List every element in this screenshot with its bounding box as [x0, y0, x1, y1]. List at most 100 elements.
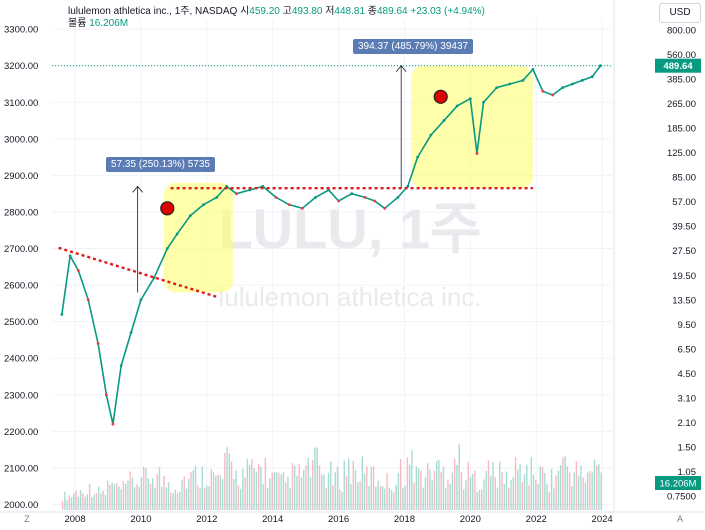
volume-bar: [97, 486, 100, 510]
volume-bar: [278, 472, 280, 510]
volume-bar: [496, 487, 499, 510]
volume-bar: [307, 457, 309, 510]
volume-bar: [248, 465, 251, 510]
price-line: [61, 65, 602, 425]
price-point: [215, 195, 219, 199]
volume-bar: [172, 493, 174, 510]
left-tick-label: 3200.00: [4, 61, 38, 72]
measure-label-2: 394.37 (485.79%) 39437: [353, 39, 474, 54]
price-point: [541, 89, 545, 93]
volume-bar: [185, 488, 188, 510]
price-point: [468, 97, 472, 101]
volume-bar: [465, 480, 467, 510]
volume-bar: [246, 458, 249, 510]
volume-bar: [492, 461, 494, 510]
volume-bar: [469, 476, 472, 510]
price-point: [383, 206, 387, 210]
left-tick-label: 2800.00: [4, 207, 38, 218]
volume-bar: [438, 460, 440, 510]
volume-bar: [393, 492, 395, 510]
volume-bar: [499, 461, 501, 510]
price-point: [442, 119, 446, 122]
price-point: [119, 364, 123, 367]
volume-bar: [411, 450, 413, 510]
volume-bar: [133, 487, 136, 510]
price-point: [152, 276, 156, 280]
x-tick-label: 2008: [64, 514, 85, 525]
volume-bar: [152, 478, 154, 510]
price-point: [139, 298, 143, 302]
volume-bar: [197, 485, 199, 510]
price-point: [599, 64, 602, 68]
price-point: [416, 155, 420, 159]
price-point: [531, 67, 535, 71]
volume-bar: [321, 474, 323, 510]
volume-bars: [61, 444, 602, 510]
volume-bar: [359, 481, 361, 510]
corner-left-label: Z: [24, 514, 30, 524]
volume-bar: [530, 456, 533, 510]
volume-bar: [339, 489, 341, 510]
price-point: [202, 203, 205, 207]
price-point: [373, 199, 377, 203]
volume-bar: [68, 495, 71, 510]
volume-bar: [325, 487, 327, 510]
volume-bar: [183, 476, 185, 510]
right-tick-label: 265.00: [667, 99, 696, 110]
volume-bar: [366, 466, 368, 510]
volume-bar: [194, 466, 197, 510]
volume-bar: [399, 459, 402, 510]
volume-bar: [73, 493, 75, 510]
volume-bar: [519, 464, 521, 510]
highlight-box: [411, 65, 533, 189]
volume-bar: [120, 489, 122, 510]
volume-bar: [264, 457, 267, 510]
right-tick-label: 185.00: [667, 124, 696, 135]
volume-bar: [350, 484, 352, 510]
x-tick-label: 2024: [592, 514, 613, 525]
highlight-box: [164, 182, 234, 293]
price-point: [571, 82, 574, 86]
price-point: [104, 393, 108, 397]
volume-bar: [219, 475, 222, 510]
volume-bar: [251, 459, 253, 510]
high-value: 493.80: [291, 6, 323, 17]
volume-bar: [431, 480, 433, 510]
volume-bar: [102, 490, 104, 510]
price-point: [350, 192, 354, 196]
volume-bar: [415, 466, 418, 510]
volume-bar: [514, 457, 517, 510]
last-price-badge: [655, 58, 701, 73]
volume-bar: [384, 488, 386, 510]
volume-bar: [289, 488, 291, 510]
volume-bar: [440, 472, 442, 510]
price-point: [337, 199, 340, 203]
currency-button[interactable]: USD: [659, 3, 701, 23]
volume-bar: [501, 471, 503, 510]
price-point: [590, 75, 594, 79]
x-tick-label: 2018: [394, 514, 415, 525]
volume-bar: [571, 486, 573, 510]
volume-bar: [228, 453, 231, 510]
price-point: [68, 254, 72, 258]
right-tick-label: 6.50: [678, 344, 697, 355]
price-point: [455, 104, 459, 108]
volume-bar: [600, 472, 602, 510]
volume-bar: [544, 472, 546, 510]
volume-bar: [111, 482, 113, 510]
volume-bar: [271, 472, 273, 510]
volume-bar: [494, 477, 496, 510]
volume-bar: [300, 477, 303, 510]
volume-bar: [305, 465, 307, 510]
volume-bar: [316, 447, 318, 510]
left-tick-label: 3000.00: [4, 134, 38, 145]
volume-bar: [284, 482, 287, 510]
volume-bar: [420, 470, 422, 510]
volume-bar: [235, 469, 237, 510]
price-point: [429, 133, 433, 137]
volume-bar: [568, 472, 571, 510]
volume-bar: [163, 475, 165, 510]
volume-bar: [444, 487, 447, 510]
